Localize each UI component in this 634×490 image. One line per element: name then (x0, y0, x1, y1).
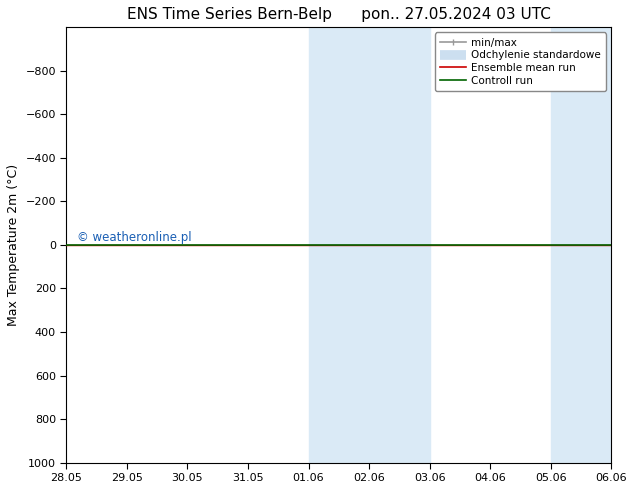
Bar (551, 27, 611, 463)
Y-axis label: Max Temperature 2m (°C): Max Temperature 2m (°C) (7, 164, 20, 326)
Legend: min/max, Odchylenie standardowe, Ensemble mean run, Controll run: min/max, Odchylenie standardowe, Ensembl… (435, 32, 606, 91)
Title: ENS Time Series Bern-Belp      pon.. 27.05.2024 03 UTC: ENS Time Series Bern-Belp pon.. 27.05.20… (127, 7, 551, 22)
Text: © weatheronline.pl: © weatheronline.pl (77, 231, 192, 244)
Bar (309, 27, 430, 463)
